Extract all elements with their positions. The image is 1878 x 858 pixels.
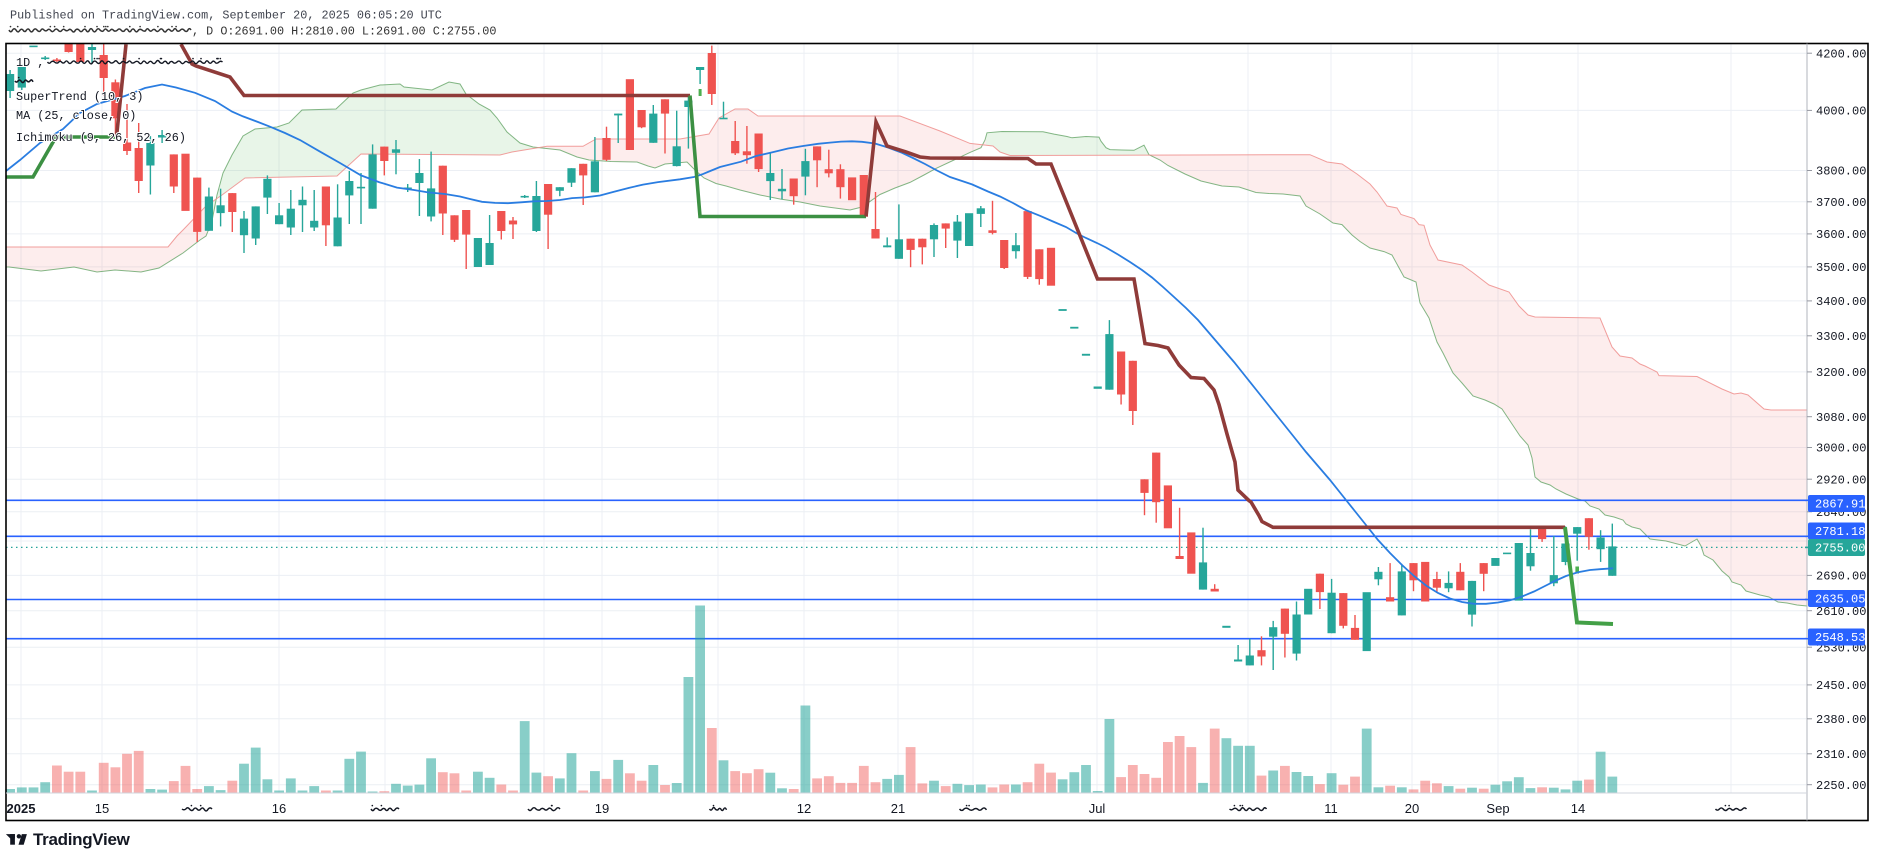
svg-text:4200.00: 4200.00 bbox=[1816, 47, 1866, 61]
svg-text:4000.00: 4000.00 bbox=[1816, 105, 1866, 119]
svg-text:15: 15 bbox=[95, 801, 109, 816]
svg-text:3500.00: 3500.00 bbox=[1816, 261, 1866, 275]
svg-text:2867.91: 2867.91 bbox=[1815, 498, 1865, 512]
svg-text:, D O:2691.00 H:2810.00 L:2691: , D O:2691.00 H:2810.00 L:2691.00 C:2755… bbox=[192, 25, 496, 39]
svg-text:SuperTrend (10, 3): SuperTrend (10, 3) bbox=[16, 90, 143, 104]
svg-text:2310.00: 2310.00 bbox=[1816, 748, 1866, 762]
svg-text:TradingView: TradingView bbox=[33, 830, 131, 849]
svg-text:2450.00: 2450.00 bbox=[1816, 679, 1866, 693]
svg-text:16: 16 bbox=[272, 801, 286, 816]
svg-text:Jul: Jul bbox=[1089, 801, 1106, 816]
svg-text:2610.00: 2610.00 bbox=[1816, 605, 1866, 619]
svg-text:3300.00: 3300.00 bbox=[1816, 330, 1866, 344]
svg-text:2635.05: 2635.05 bbox=[1815, 593, 1865, 607]
svg-text:Published on TradingView.com,: Published on TradingView.com, September … bbox=[10, 9, 442, 23]
svg-text:11: 11 bbox=[1324, 801, 1338, 816]
svg-text:14: 14 bbox=[1571, 801, 1585, 816]
svg-text:2690.00: 2690.00 bbox=[1816, 570, 1866, 584]
svg-text:1D ,: 1D , bbox=[16, 56, 44, 70]
svg-text:3000.00: 3000.00 bbox=[1816, 442, 1866, 456]
svg-text:2548.53: 2548.53 bbox=[1815, 631, 1865, 645]
svg-text:3800.00: 3800.00 bbox=[1816, 165, 1866, 179]
svg-text:Sep: Sep bbox=[1486, 801, 1509, 816]
svg-text:3400.00: 3400.00 bbox=[1816, 295, 1866, 309]
svg-text:MA (25, close, 0): MA (25, close, 0) bbox=[16, 109, 136, 123]
svg-text:19: 19 bbox=[595, 801, 609, 816]
svg-text:2781.18: 2781.18 bbox=[1815, 525, 1865, 539]
svg-text:20: 20 bbox=[1405, 801, 1419, 816]
svg-text:Ichimoku (9, 26, 52, 26): Ichimoku (9, 26, 52, 26) bbox=[16, 131, 186, 145]
svg-text:3600.00: 3600.00 bbox=[1816, 228, 1866, 242]
svg-text:21: 21 bbox=[891, 801, 905, 816]
svg-text:12: 12 bbox=[797, 801, 811, 816]
svg-text:2380.00: 2380.00 bbox=[1816, 713, 1866, 727]
svg-text:2920.00: 2920.00 bbox=[1816, 473, 1866, 487]
svg-text:3080.00: 3080.00 bbox=[1816, 411, 1866, 425]
svg-text:2755.00: 2755.00 bbox=[1815, 542, 1865, 556]
svg-text:2025: 2025 bbox=[7, 801, 36, 816]
svg-text:3200.00: 3200.00 bbox=[1816, 366, 1866, 380]
svg-text:2250.00: 2250.00 bbox=[1816, 779, 1866, 793]
svg-text:3700.00: 3700.00 bbox=[1816, 196, 1866, 210]
